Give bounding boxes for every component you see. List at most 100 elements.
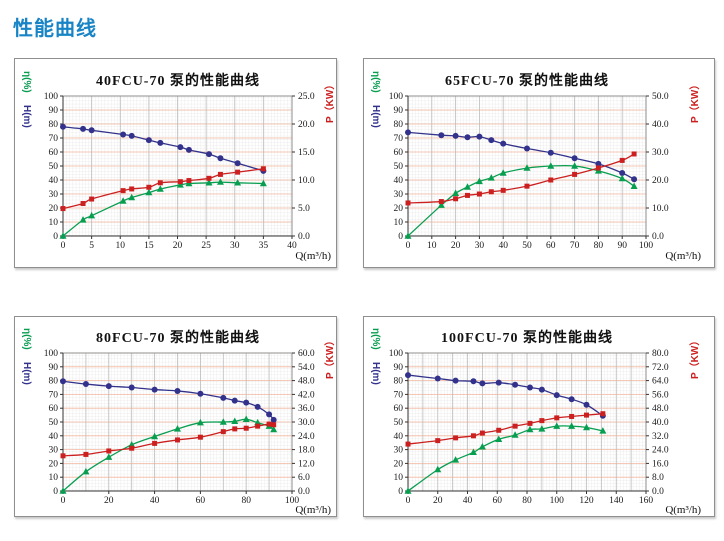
series-head (60, 123, 267, 174)
chart-plot-area: 0 10 20 30 40 50 60 70 80 90 100 0.0 8.0 16.0 24.0 32.0… (389, 349, 669, 506)
chart-panel-40fcu-70: 0 10 20 30 40 50 60 70 80 90 100 0.0 5.0 10.0 15.0 20.0… (14, 58, 337, 268)
svg-text:40: 40 (498, 241, 508, 251)
svg-text:80: 80 (49, 120, 59, 130)
svg-text:50.0: 50.0 (652, 92, 669, 102)
svg-text:10: 10 (116, 241, 126, 251)
svg-text:90: 90 (617, 241, 627, 251)
chart-title: 100FCU-70 泵的性能曲线 (441, 329, 613, 346)
chart-svg-80fcu-70: 01020304050607080901000.06.012.018.024.0… (21, 328, 336, 516)
svg-text:20: 20 (451, 241, 461, 251)
svg-text:80: 80 (394, 120, 404, 130)
svg-text:50: 50 (522, 241, 532, 251)
chart-plot-area: 01020304050607080901000.05.010.015.020.0… (44, 92, 315, 251)
chart-svg-100fcu-70: 0 10 20 30 40 50 60 70 80 90 100 0.0 8.0 16.0 24.0 32.0… (370, 328, 701, 516)
flow-axis-label: Q(m³/h) (295, 250, 331, 262)
chart-panel-65fcu-70: 0 10 20 30 40 50 60 70 80 90 100 0.0 10.0 20.0 30.0 40.… (363, 58, 715, 268)
svg-text:30: 30 (475, 241, 485, 251)
svg-text:0: 0 (398, 232, 403, 242)
svg-text:70: 70 (394, 390, 404, 400)
svg-text:50: 50 (49, 162, 59, 172)
svg-text:18.0: 18.0 (298, 446, 315, 456)
svg-text:40: 40 (287, 241, 297, 251)
svg-text:25.0: 25.0 (298, 92, 315, 102)
svg-text:100: 100 (285, 496, 300, 506)
svg-text:32.0: 32.0 (652, 432, 669, 442)
svg-text:10.0: 10.0 (298, 176, 315, 186)
chart-title: 80FCU-70 泵的性能曲线 (96, 329, 260, 346)
svg-text:120: 120 (579, 496, 594, 506)
svg-text:16.0: 16.0 (652, 459, 669, 469)
svg-text:20: 20 (394, 459, 404, 469)
svg-text:10.0: 10.0 (652, 204, 669, 214)
svg-text:100: 100 (389, 92, 404, 102)
chart-panel-100fcu-70: 0 10 20 30 40 50 60 70 80 90 100 0.0 8.0 16.0 24.0 32.0… (363, 316, 715, 517)
svg-text:42.0: 42.0 (298, 390, 315, 400)
series-head (405, 372, 606, 419)
svg-text:40: 40 (394, 432, 404, 442)
svg-text:50: 50 (49, 418, 59, 428)
svg-text:0: 0 (406, 241, 411, 251)
svg-text:60.0: 60.0 (298, 349, 315, 359)
axis-ticks: 01020304050607080901000.06.012.018.024.0… (44, 349, 315, 506)
axis-ticks: 0 10 20 30 40 50 60 70 80 90 100 0.0 8.0 16.0 24.0 32.0… (389, 349, 669, 506)
svg-text:48.0: 48.0 (298, 377, 315, 387)
page-title: 性能曲线 (13, 18, 97, 40)
svg-text:10: 10 (394, 218, 404, 228)
svg-text:60: 60 (546, 241, 556, 251)
chart-title: 65FCU-70 泵的性能曲线 (445, 72, 609, 89)
svg-text:80: 80 (522, 496, 532, 506)
svg-text:50: 50 (394, 418, 404, 428)
svg-text:100: 100 (44, 92, 59, 102)
svg-text:0.0: 0.0 (298, 232, 310, 242)
series-power (405, 151, 637, 206)
svg-text:100: 100 (639, 241, 654, 251)
svg-text:30.0: 30.0 (652, 148, 669, 158)
chart-svg-40fcu-70: 01020304050607080901000.05.010.015.020.0… (21, 71, 336, 262)
svg-text:160: 160 (639, 496, 654, 506)
svg-text:30.0: 30.0 (298, 418, 315, 428)
svg-text:0: 0 (53, 232, 58, 242)
svg-text:60: 60 (394, 404, 404, 414)
svg-text:20.0: 20.0 (652, 176, 669, 186)
svg-text:56.0: 56.0 (652, 390, 669, 400)
svg-text:5: 5 (89, 241, 94, 251)
svg-text:20.0: 20.0 (298, 120, 315, 130)
svg-text:0.0: 0.0 (652, 487, 664, 497)
svg-text:90: 90 (394, 363, 404, 373)
svg-text:54.0: 54.0 (298, 363, 315, 373)
svg-text:12.0: 12.0 (298, 459, 315, 469)
svg-text:35: 35 (259, 241, 269, 251)
svg-text:20: 20 (104, 496, 114, 506)
svg-text:80: 80 (594, 241, 604, 251)
chart-plot-area: 01020304050607080901000.010.020.030.040.… (389, 92, 669, 251)
svg-text:40: 40 (394, 176, 404, 186)
chart-panel-80fcu-70: 0 10 20 30 40 50 60 70 80 90 100 0.0 6.0 12.0 18.0 24.0… (14, 316, 337, 517)
svg-text:90: 90 (49, 363, 59, 373)
svg-text:30: 30 (49, 446, 59, 456)
svg-text:15: 15 (144, 241, 154, 251)
eta-axis-label: η(%) (21, 328, 32, 350)
svg-text:15.0: 15.0 (298, 148, 315, 158)
svg-text:60: 60 (49, 404, 59, 414)
power-axis-label: P（KW） (688, 336, 701, 379)
chart-plot-area: 01020304050607080901000.06.012.018.024.0… (44, 349, 315, 506)
svg-text:6.0: 6.0 (298, 473, 310, 483)
axis-ticks: 01020304050607080901000.010.020.030.040.… (389, 92, 669, 251)
svg-text:10: 10 (427, 241, 437, 251)
series-power (60, 421, 277, 459)
chart-title: 40FCU-70 泵的性能曲线 (96, 72, 260, 89)
svg-text:20: 20 (173, 241, 183, 251)
svg-text:80.0: 80.0 (652, 349, 669, 359)
svg-text:10: 10 (49, 218, 59, 228)
svg-text:0.0: 0.0 (298, 487, 310, 497)
svg-text:30: 30 (49, 190, 59, 200)
svg-text:24.0: 24.0 (652, 446, 669, 456)
svg-text:30: 30 (394, 446, 404, 456)
flow-axis-label: Q(m³/h) (295, 504, 331, 516)
svg-text:25: 25 (201, 241, 211, 251)
svg-text:50: 50 (394, 162, 404, 172)
svg-text:60: 60 (49, 148, 59, 158)
svg-text:24.0: 24.0 (298, 432, 315, 442)
svg-text:100: 100 (389, 349, 404, 359)
svg-text:10: 10 (49, 473, 59, 483)
